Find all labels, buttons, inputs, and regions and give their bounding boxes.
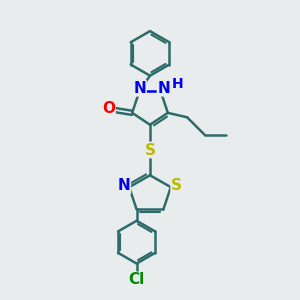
Text: Cl: Cl xyxy=(128,272,145,287)
Text: N: N xyxy=(158,81,170,96)
Text: S: S xyxy=(145,142,155,158)
Text: N: N xyxy=(118,178,130,193)
Text: N: N xyxy=(133,81,146,96)
Text: S: S xyxy=(171,178,182,193)
Text: H: H xyxy=(172,77,184,91)
Text: O: O xyxy=(102,101,115,116)
